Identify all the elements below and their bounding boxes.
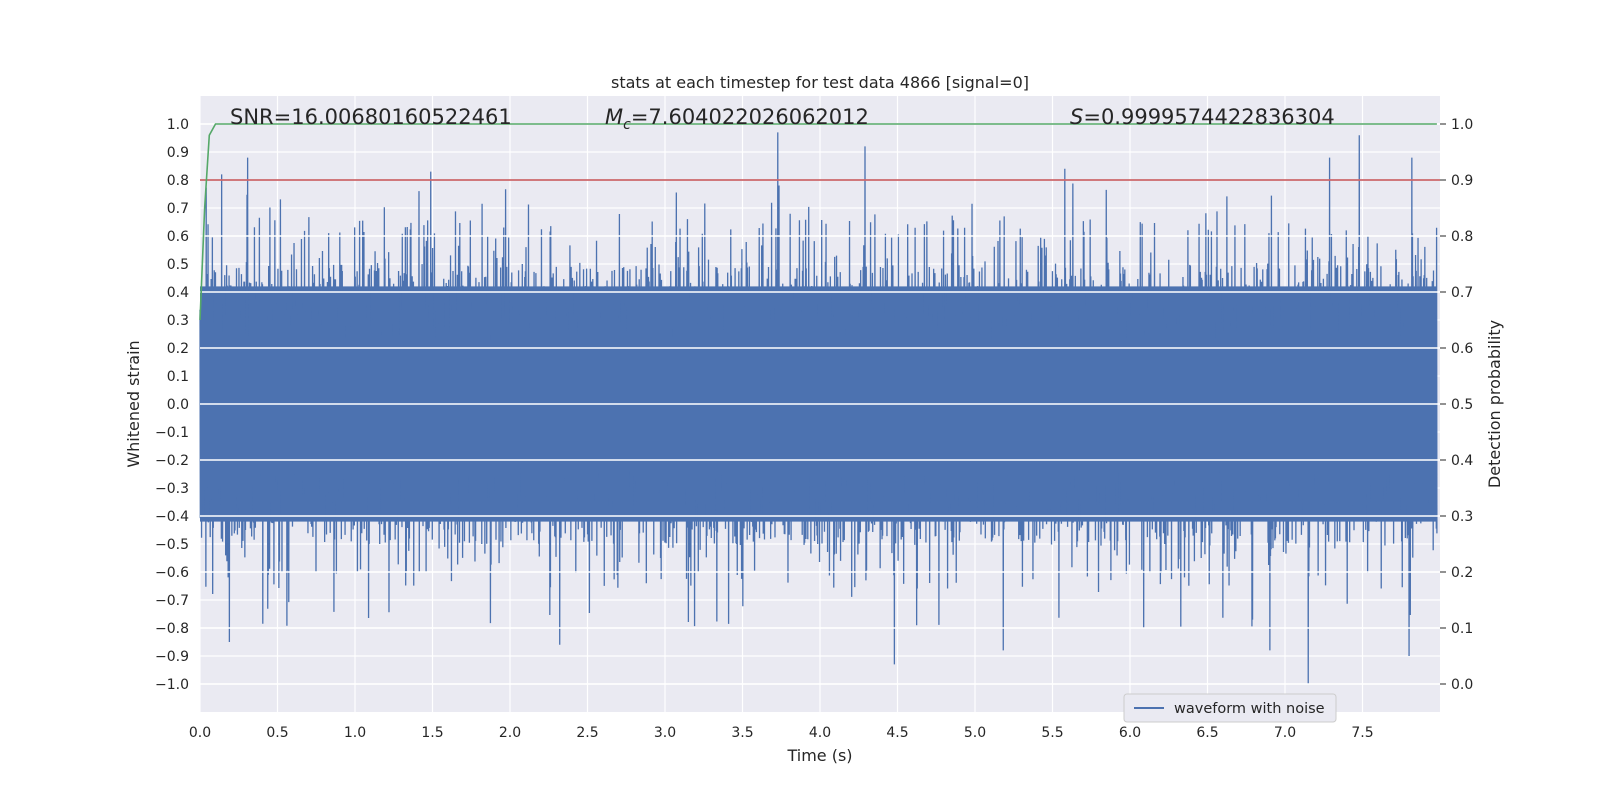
probability-series	[199, 123, 1440, 321]
y-left-tick-label-16: −0.6	[155, 565, 189, 581]
x-axis-ticks: 0.0 0.5 1.0 1.5 2.0 2.5 3.0 3.5 4.0 4.5 5.0 5.5 6.0 6…	[189, 725, 1374, 741]
y-right-tick-label-3: 0.7	[1451, 285, 1473, 301]
y-left-tick-label-14: −0.4	[155, 509, 189, 525]
chirp-mass-subscript: c	[623, 117, 631, 133]
y-left-tick-label-2: 0.8	[167, 173, 189, 189]
y-axis-left-ticks: 1.0 0.9 0.8 0.7 0.6 0.5 0.4 0.3 0.2 0.1 0.0 −0.1 −0.…	[155, 117, 189, 693]
y-left-tick-label-4: 0.6	[167, 229, 189, 245]
y-right-tick-label-5: 0.5	[1451, 397, 1473, 413]
waveform-line	[199, 132, 1438, 685]
y-left-tick-label-18: −0.8	[155, 621, 189, 637]
x-tick-label-7: 3.5	[731, 725, 753, 741]
x-tick-label-5: 2.5	[576, 725, 598, 741]
y-left-tick-label-7: 0.3	[167, 313, 189, 329]
y-left-tick-label-17: −0.7	[155, 593, 189, 609]
statistic-annotation: S=0.9999574422836304	[1070, 105, 1335, 129]
chirp-mass-symbol: M	[605, 105, 623, 129]
y-right-tick-label-0: 1.0	[1451, 117, 1473, 133]
y-right-tick-label-10: 0.0	[1451, 677, 1473, 693]
y-axis-right-ticks: 1.0 0.9 0.8 0.7 0.6 0.5 0.4 0.3 0.2 0.1 0.0	[1440, 117, 1473, 693]
x-tick-label-12: 6.0	[1119, 725, 1141, 741]
chirp-mass-value: =7.604022026062012	[631, 105, 869, 129]
y-left-tick-label-19: −0.9	[155, 649, 189, 665]
y-left-tick-label-1: 0.9	[167, 145, 189, 161]
y-left-tick-label-15: −0.5	[155, 537, 189, 553]
detection-probability-line	[199, 123, 1437, 321]
y-left-tick-label-0: 1.0	[167, 117, 189, 133]
y-left-tick-label-11: −0.1	[155, 425, 189, 441]
y-left-tick-label-5: 0.5	[167, 257, 189, 273]
legend-box	[1123, 693, 1337, 723]
statistic-value: =0.9999574422836304	[1083, 105, 1334, 129]
y-axis-left-label: Whitened strain	[124, 340, 143, 467]
x-tick-label-14: 7.0	[1274, 725, 1296, 741]
y-right-tick-label-8: 0.2	[1451, 565, 1473, 581]
legend-label-waveform: waveform with noise	[1174, 701, 1325, 717]
x-tick-label-9: 4.5	[886, 725, 908, 741]
x-tick-label-4: 2.0	[499, 725, 521, 741]
x-tick-label-13: 6.5	[1196, 725, 1218, 741]
x-tick-label-2: 1.0	[344, 725, 366, 741]
y-right-tick-label-1: 0.9	[1451, 173, 1473, 189]
snr-annotation: SNR=16.00680160522461	[230, 105, 512, 129]
chirp-mass-annotation: Mc=7.604022026062012	[605, 105, 869, 133]
x-tick-label-6: 3.0	[654, 725, 676, 741]
x-tick-label-10: 5.0	[964, 725, 986, 741]
y-left-tick-label-3: 0.7	[167, 201, 189, 217]
y-left-tick-label-10: 0.0	[167, 397, 189, 413]
y-left-tick-label-13: −0.3	[155, 481, 189, 497]
x-axis-label: Time (s)	[786, 746, 852, 765]
x-tick-label-3: 1.5	[421, 725, 443, 741]
x-tick-label-0: 0.0	[189, 725, 211, 741]
y-right-tick-label-2: 0.8	[1451, 229, 1473, 245]
y-left-tick-label-9: 0.1	[167, 369, 189, 385]
x-tick-label-11: 5.5	[1041, 725, 1063, 741]
y-left-tick-label-20: −1.0	[155, 677, 189, 693]
y-right-tick-label-9: 0.1	[1451, 621, 1473, 637]
y-left-tick-label-6: 0.4	[167, 285, 189, 301]
y-left-tick-label-12: −0.2	[155, 453, 189, 469]
statistic-symbol: S	[1070, 105, 1083, 129]
x-tick-label-8: 4.0	[809, 725, 831, 741]
y-right-tick-label-7: 0.3	[1451, 509, 1473, 525]
legend: waveform with noise	[1123, 693, 1337, 723]
y-right-tick-label-4: 0.6	[1451, 341, 1473, 357]
y-axis-right-label: Detection probability	[1485, 320, 1504, 488]
y-left-tick-label-8: 0.2	[167, 341, 189, 357]
y-right-tick-label-6: 0.4	[1451, 453, 1473, 469]
x-tick-label-1: 0.5	[266, 725, 288, 741]
x-tick-label-15: 7.5	[1351, 725, 1373, 741]
chart-title: stats at each timestep for test data 486…	[611, 73, 1029, 92]
